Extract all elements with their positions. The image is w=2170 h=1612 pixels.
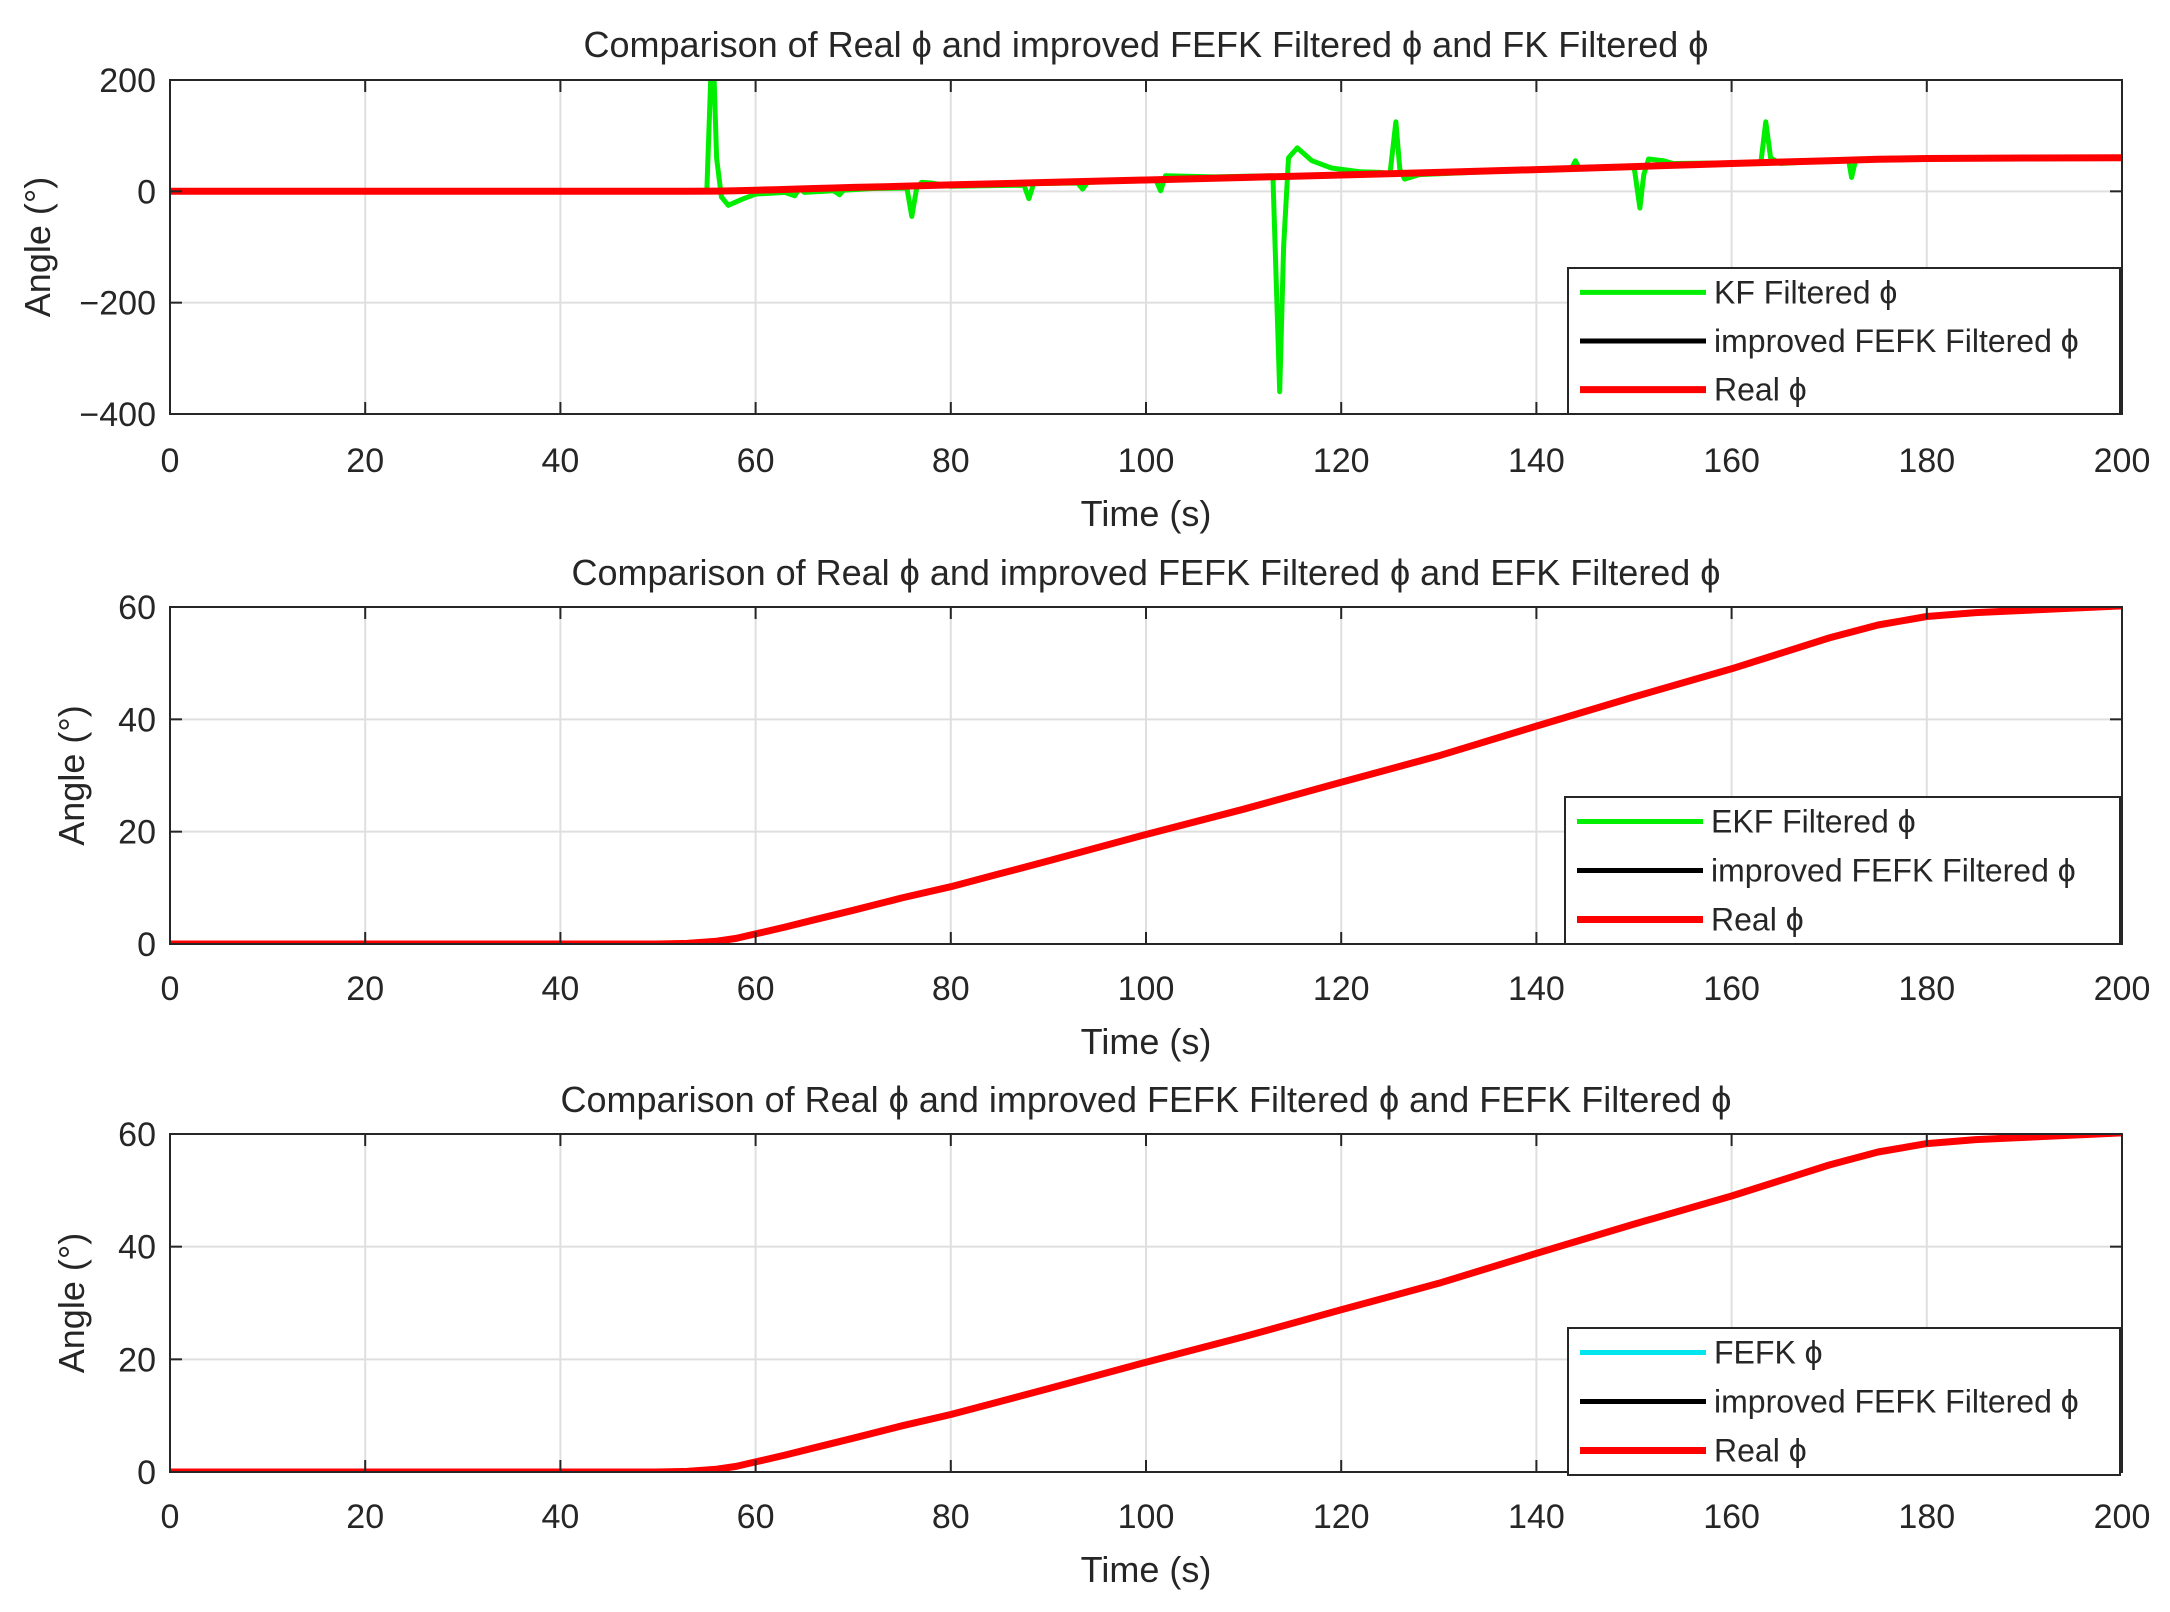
x-tick-label: 200	[2094, 970, 2151, 1008]
x-tick-label: 0	[161, 442, 180, 480]
x-tick-label: 40	[541, 442, 579, 480]
x-tick-label: 140	[1508, 970, 1565, 1008]
legend-entry: Real ϕ	[1711, 902, 1804, 938]
y-axis-label: Angle (°)	[51, 1233, 92, 1373]
y-tick-label: 0	[137, 926, 156, 964]
legend-entry: improved FEFK Filtered ϕ	[1714, 1384, 2079, 1420]
y-axis-label: Angle (°)	[17, 177, 58, 317]
x-tick-label: 200	[2094, 442, 2151, 480]
x-tick-label: 60	[737, 970, 775, 1008]
y-tick-label: 0	[137, 173, 156, 211]
x-tick-label: 180	[1898, 970, 1955, 1008]
y-tick-label: 60	[118, 589, 156, 627]
series-line-2	[170, 1134, 2122, 1472]
y-tick-label: −200	[79, 285, 156, 323]
subplot-fefk-comparison: 0 20 40 60 80 100 120 140 160 180 2006040200Compar…	[51, 1079, 2150, 1590]
y-tick-label: 20	[118, 814, 156, 852]
series-group	[170, 1134, 2122, 1472]
x-tick-label: 160	[1703, 442, 1760, 480]
legend-entry: improved FEFK Filtered ϕ	[1714, 323, 2079, 359]
x-tick-label: 60	[737, 1498, 775, 1536]
y-tick-label: 200	[99, 62, 156, 100]
x-tick-label: 20	[346, 1498, 384, 1536]
x-tick-label: 120	[1313, 442, 1370, 480]
y-tick-label: −400	[79, 396, 156, 434]
series-line-2	[170, 607, 2122, 944]
legend-entry: KF Filtered ϕ	[1714, 274, 1897, 310]
x-tick-label: 100	[1118, 442, 1175, 480]
subplot-kf-comparison: 0 20 40 60 80 100 120 140 160 180 200 200 0 −200 −400 C…	[17, 24, 2150, 534]
legend: KF Filtered ϕ improved FEFK Filtered ϕ Rea…	[1567, 267, 2121, 415]
x-tick-label: 80	[932, 442, 970, 480]
x-tick-label: 0	[161, 1498, 180, 1536]
x-tick-label: 140	[1508, 1498, 1565, 1536]
x-tick-label: 40	[541, 970, 579, 1008]
x-axis-label: Time (s)	[1081, 493, 1212, 534]
x-tick-label: 100	[1118, 970, 1175, 1008]
subplot-ekf-comparison: 0 20 40 60 80 100 120 140 160 180 2006040200Compar…	[51, 552, 2150, 1062]
x-tick-label: 60	[737, 442, 775, 480]
x-tick-label: 40	[541, 1498, 579, 1536]
y-tick-label: 0	[137, 1454, 156, 1492]
x-tick-label: 80	[932, 970, 970, 1008]
y-axis-label: Angle (°)	[51, 705, 92, 845]
legend-entry: EKF Filtered ϕ	[1711, 804, 1916, 840]
y-tick-label: 40	[118, 701, 156, 739]
legend-entry: improved FEFK Filtered ϕ	[1711, 853, 2076, 889]
x-tick-label: 100	[1118, 1498, 1175, 1536]
x-tick-label: 160	[1703, 1498, 1760, 1536]
x-tick-label: 20	[346, 970, 384, 1008]
y-tick-label: 40	[118, 1229, 156, 1267]
x-tick-label: 20	[346, 442, 384, 480]
x-axis-label: Time (s)	[1081, 1549, 1212, 1590]
x-tick-label: 140	[1508, 442, 1565, 480]
x-tick-label: 80	[932, 1498, 970, 1536]
series-group	[170, 607, 2122, 944]
x-tick-label: 200	[2094, 1498, 2151, 1536]
x-tick-label: 160	[1703, 970, 1760, 1008]
x-axis-label: Time (s)	[1081, 1021, 1212, 1062]
x-tick-label: 120	[1313, 1498, 1370, 1536]
series-line-2	[170, 154, 2122, 195]
x-tick-label: 0	[161, 970, 180, 1008]
legend: FEFK ϕ improved FEFK Filtered ϕ Real ϕ	[1567, 1327, 2121, 1476]
series-group	[170, 80, 2122, 395]
legend-entry: FEFK ϕ	[1714, 1335, 1823, 1371]
x-tick-label: 120	[1313, 970, 1370, 1008]
legend-entry: Real ϕ	[1714, 372, 1807, 408]
y-tick-label: 60	[118, 1116, 156, 1154]
chart-title: Comparison of Real ϕ and improved FEFK F…	[584, 24, 1709, 65]
chart-title: Comparison of Real ϕ and improved FEFK F…	[572, 552, 1721, 593]
legend-entry: Real ϕ	[1714, 1433, 1807, 1469]
chart-title: Comparison of Real ϕ and improved FEFK F…	[561, 1079, 1732, 1120]
y-tick-label: 20	[118, 1341, 156, 1379]
x-tick-label: 180	[1898, 442, 1955, 480]
legend: EKF Filtered ϕ improved FEFK Filtered ϕ Re…	[1564, 796, 2121, 945]
x-tick-label: 180	[1898, 1498, 1955, 1536]
